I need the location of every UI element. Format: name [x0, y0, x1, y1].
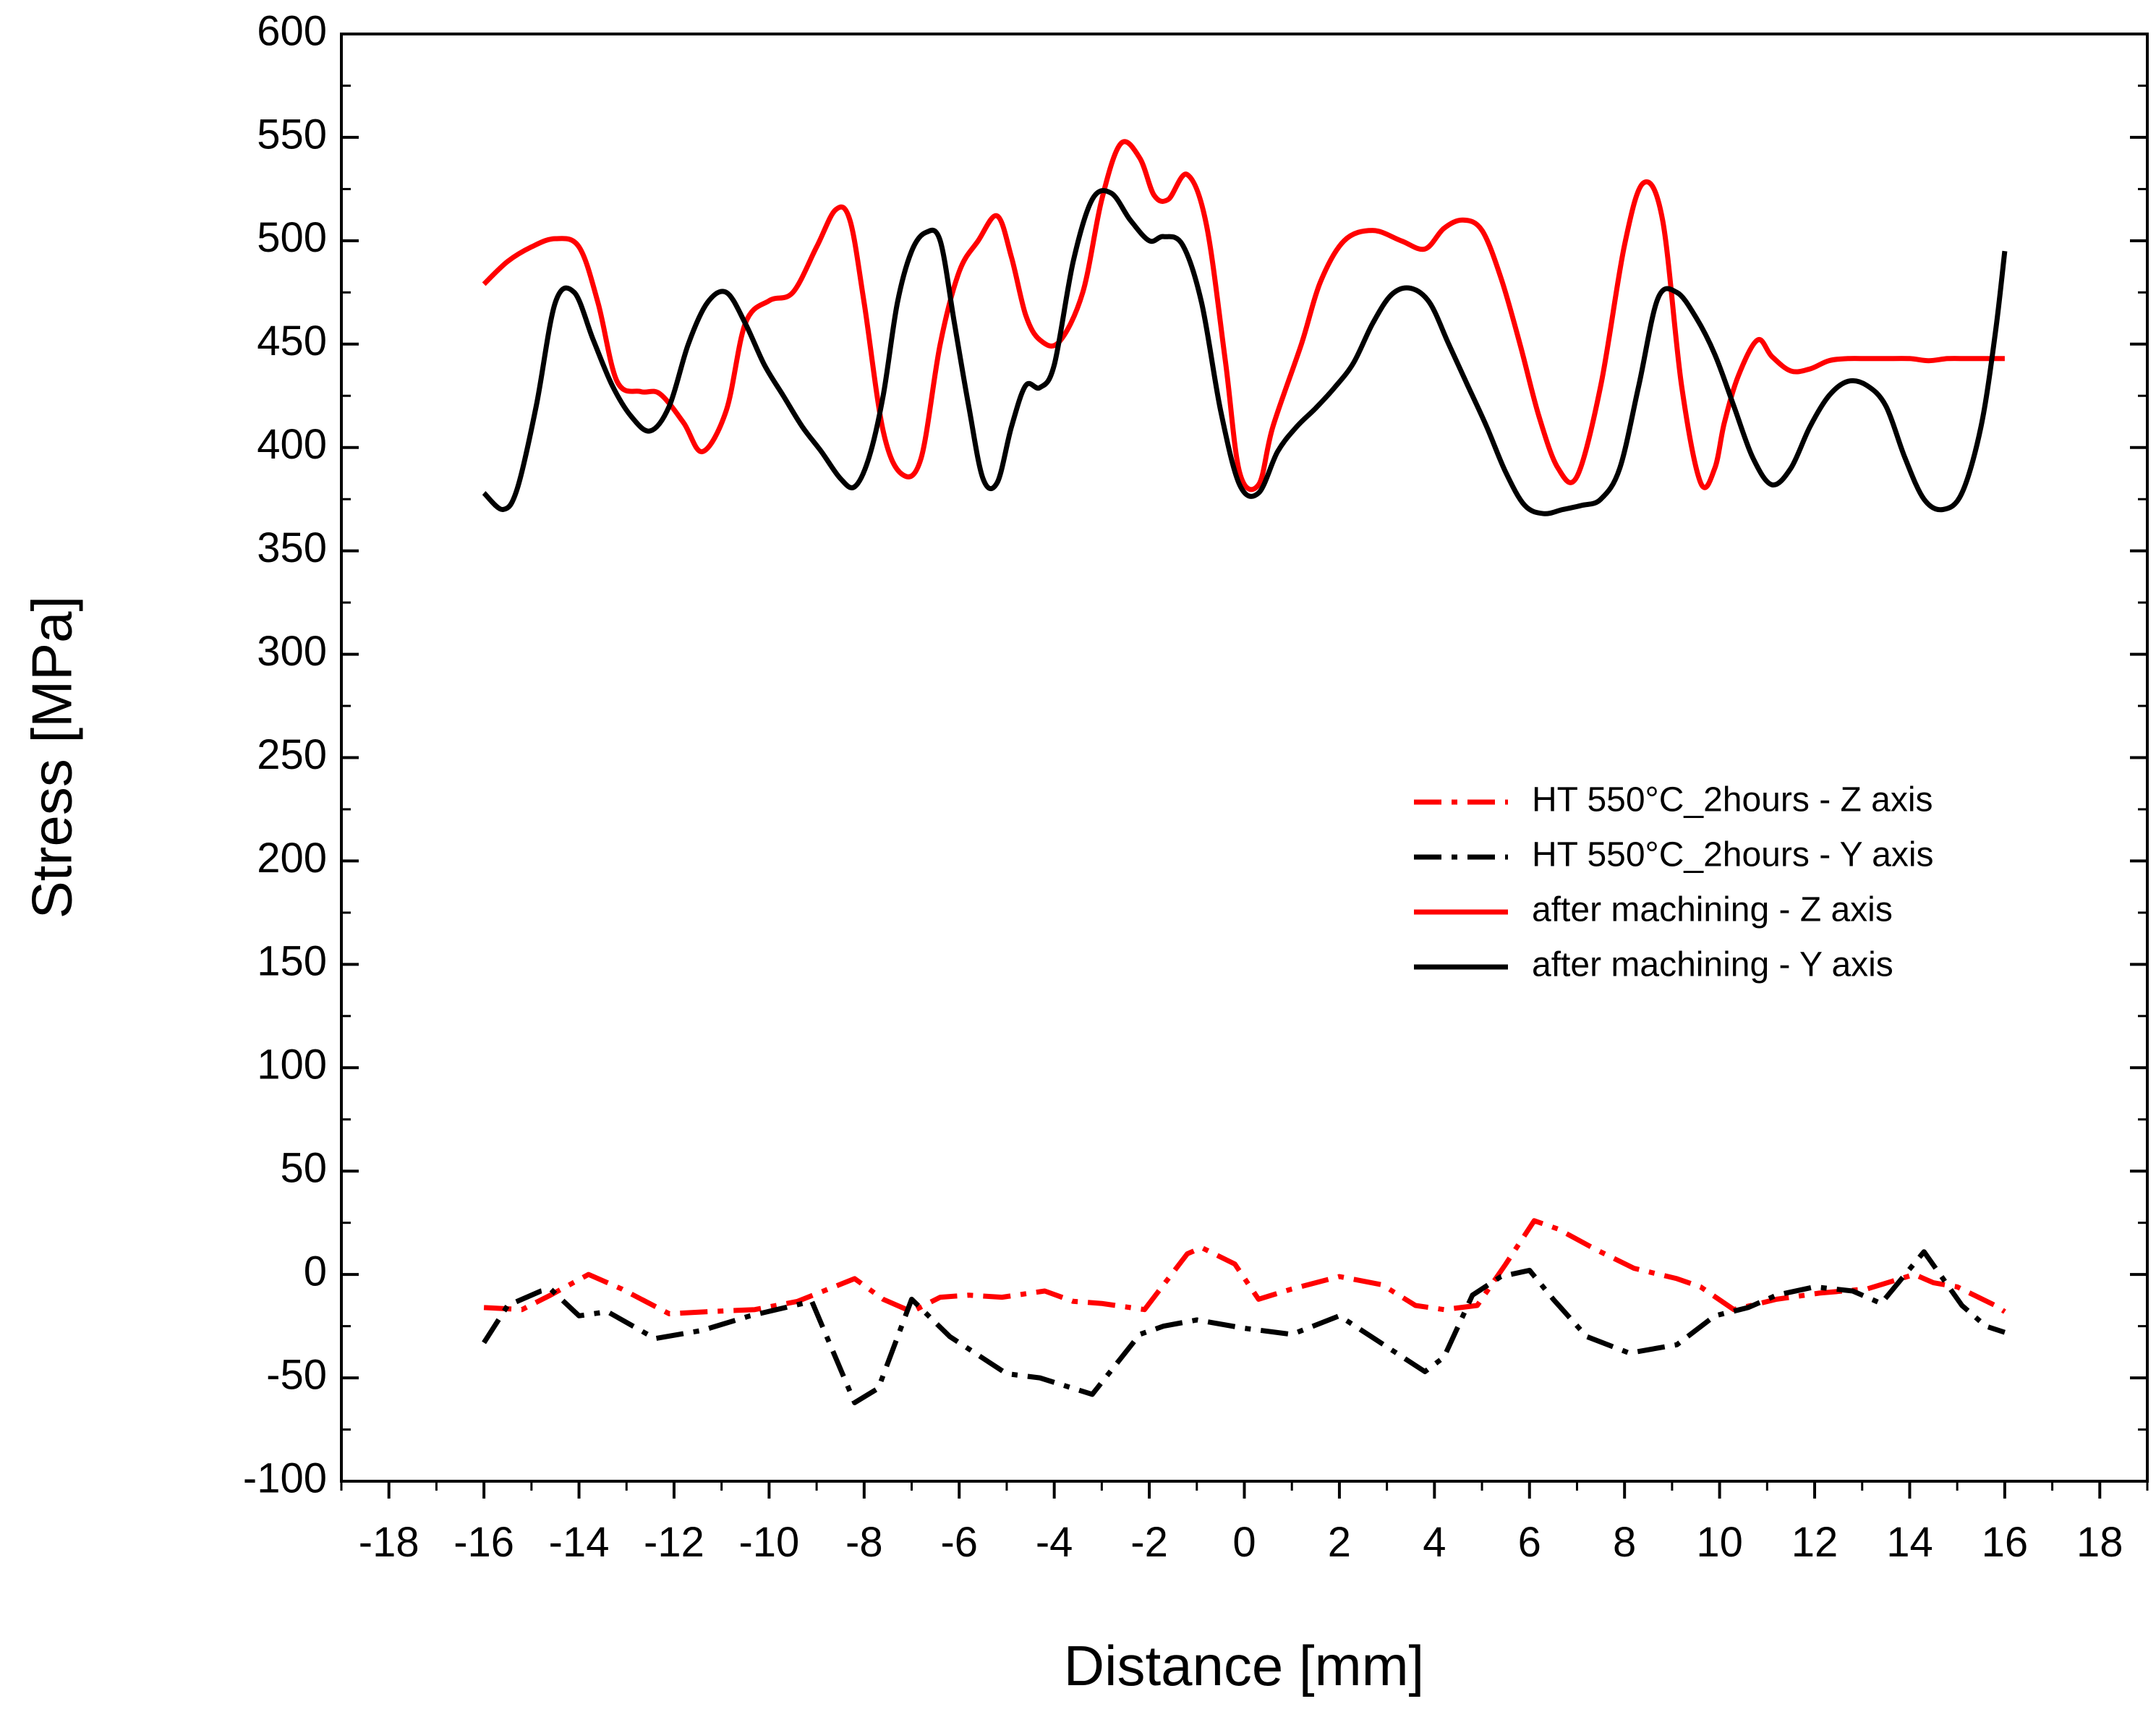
y-tick-label: 0 — [304, 1248, 327, 1295]
y-tick-label: 200 — [257, 835, 327, 882]
legend-label-1: HT 550°C_2hours - Z axis — [1532, 781, 1933, 819]
x-tick-label: 0 — [1232, 1519, 1256, 1566]
x-tick-label: -4 — [1036, 1519, 1073, 1566]
y-tick-label: 100 — [257, 1041, 327, 1088]
x-tick-label: -8 — [845, 1519, 883, 1566]
x-tick-label: 12 — [1791, 1519, 1838, 1566]
x-tick-label: 10 — [1696, 1519, 1743, 1566]
x-tick-label: 16 — [1982, 1519, 2029, 1566]
x-tick-label: -2 — [1130, 1519, 1168, 1566]
series-line-2 — [482, 1249, 2006, 1405]
plot-frame — [340, 33, 2149, 1483]
legend-label-2: HT 550°C_2hours - Y axis — [1532, 836, 1934, 874]
x-tick-label: 18 — [2076, 1519, 2123, 1566]
y-tick-label: 500 — [257, 214, 327, 261]
legend-label-3: after machining - Z axis — [1532, 891, 1893, 929]
legend-label-4: after machining - Y axis — [1532, 946, 1893, 984]
y-tick-label: -100 — [243, 1454, 327, 1501]
x-tick-label: -14 — [549, 1519, 610, 1566]
y-tick-label: 350 — [257, 524, 327, 571]
x-tick-label: -12 — [644, 1519, 704, 1566]
x-tick-label: 2 — [1328, 1519, 1351, 1566]
series-layer — [482, 139, 2008, 1405]
y-tick-label: 600 — [257, 7, 327, 54]
y-axis-title: Stress [MPa] — [20, 596, 84, 919]
x-axis-ticks: -18 -16 -14 -12 -10 -8 -6 -4 -2 0 2 4 6 8 10 12 14 16 18 — [340, 1481, 2149, 1566]
y-axis-ticks: -100 -50 0 50 100 150 200 250 300 350 400 450 500 550… — [243, 7, 2147, 1501]
series-line-1 — [483, 1218, 2006, 1316]
x-tick-label: -16 — [453, 1519, 514, 1566]
y-tick-label: 150 — [257, 938, 327, 985]
legend: HT 550°C_2hours - Z axis HT 550°C_2hours … — [1414, 781, 1934, 984]
y-tick-label: 300 — [257, 628, 327, 675]
x-tick-label: -18 — [359, 1519, 419, 1566]
y-tick-label: -50 — [266, 1351, 327, 1398]
y-tick-label: 550 — [257, 111, 327, 158]
series-line-4 — [482, 188, 2008, 516]
series-line-3 — [482, 139, 2005, 493]
x-tick-label: 4 — [1423, 1519, 1446, 1566]
x-tick-label: 8 — [1613, 1519, 1636, 1566]
y-tick-label: 450 — [257, 318, 327, 365]
x-tick-label: -6 — [940, 1519, 978, 1566]
y-tick-label: 250 — [257, 731, 327, 778]
x-tick-label: 14 — [1886, 1519, 1933, 1566]
y-tick-label: 400 — [257, 421, 327, 468]
x-axis-title: Distance [mm] — [1064, 1634, 1424, 1697]
x-tick-label: -10 — [738, 1519, 799, 1566]
x-tick-label: 6 — [1518, 1519, 1541, 1566]
y-tick-label: 50 — [280, 1145, 327, 1192]
